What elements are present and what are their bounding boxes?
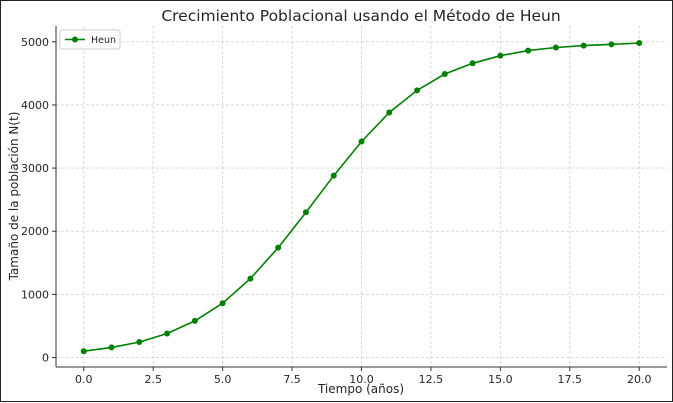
data-point [219, 300, 226, 307]
data-point [636, 40, 643, 47]
data-point [580, 42, 587, 49]
data-point [386, 109, 393, 116]
x-tick-label: 0.0 [75, 373, 93, 386]
data-point [358, 138, 365, 145]
data-point [108, 344, 115, 351]
x-tick-label: 17.5 [558, 373, 583, 386]
chart-title: Crecimiento Poblacional usando el Método… [161, 7, 560, 25]
y-axis-label: Tamaño de la población N(t) [7, 112, 21, 282]
legend-box [59, 29, 121, 50]
y-ticks: 0 1000 2000 3000 4000 5000 [21, 36, 56, 365]
data-point [497, 52, 504, 59]
data-point [247, 275, 254, 282]
x-tick-label: 20.0 [627, 373, 652, 386]
legend-label-heun: Heun [91, 35, 116, 46]
grid [56, 26, 667, 367]
x-ticks: 0.0 2.5 5.0 7.5 10.0 12.5 15.0 17.5 20.0 [75, 367, 651, 386]
x-tick-label: 15.0 [488, 373, 513, 386]
data-point [469, 60, 476, 67]
legend-marker-swatch [72, 36, 78, 43]
y-tick-label: 4000 [21, 99, 49, 112]
data-point [441, 70, 448, 77]
series-layer [80, 40, 643, 355]
y-tick-label: 0 [42, 352, 49, 365]
y-tick-label: 2000 [21, 225, 49, 238]
x-tick-label: 10.0 [349, 373, 374, 386]
x-tick-label: 2.5 [144, 373, 162, 386]
data-point [414, 87, 421, 94]
data-point [136, 339, 143, 346]
data-point [525, 47, 532, 54]
data-point [80, 348, 87, 355]
y-tick-label: 3000 [21, 162, 49, 175]
data-point [552, 44, 559, 51]
data-point [330, 172, 337, 179]
legend: Heun [59, 29, 121, 50]
data-point [275, 244, 282, 251]
data-point [191, 317, 198, 324]
y-tick-label: 5000 [21, 36, 49, 49]
x-axis-label: Tiempo (años) [317, 382, 404, 396]
x-tick-label: 5.0 [214, 373, 232, 386]
x-tick-label: 12.5 [419, 373, 444, 386]
data-point [608, 41, 615, 48]
data-point [164, 330, 171, 337]
data-point [302, 209, 309, 216]
y-tick-label: 1000 [21, 288, 49, 301]
x-tick-label: 7.5 [283, 373, 301, 386]
